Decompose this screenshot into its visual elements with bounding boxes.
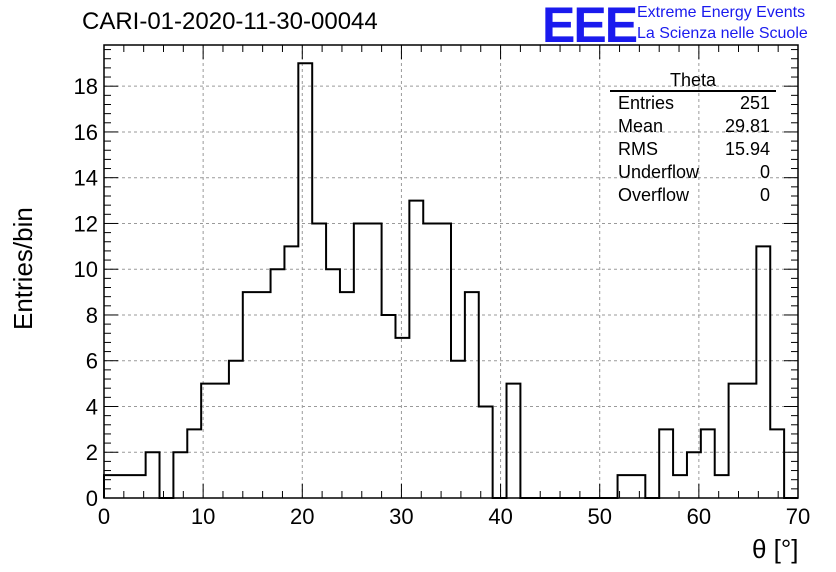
stats-row-underflow: Underflow 0 <box>610 161 776 184</box>
stats-rms-label: RMS <box>618 139 658 159</box>
logo-line-1: Extreme Energy Events <box>637 4 806 21</box>
y-tick-label: 12 <box>74 211 98 236</box>
stats-title: Theta <box>610 70 776 92</box>
chart-title: CARI-01-2020-11-30-00044 <box>82 8 378 35</box>
y-tick-label: 8 <box>86 303 98 328</box>
x-tick-label: 40 <box>488 504 512 529</box>
x-axis-label: θ [°] <box>752 534 799 564</box>
y-tick-label: 4 <box>86 394 98 419</box>
stats-overflow-label: Overflow <box>618 185 690 205</box>
plot-frame <box>103 44 799 499</box>
stats-box: Theta Entries 251 Mean 29.81 RMS 15.94 U… <box>610 70 776 207</box>
x-tick-label: 70 <box>786 504 810 529</box>
y-axis-label: Entries/bin <box>8 207 38 330</box>
y-tick-label: 6 <box>86 349 98 374</box>
stats-entries-value: 251 <box>739 93 770 113</box>
stats-entries-label: Entries <box>618 93 675 113</box>
eee-logo: EEE <box>542 0 638 53</box>
stats-overflow-value: 0 <box>759 185 770 205</box>
y-tick-label: 10 <box>74 257 98 282</box>
y-tick-label: 18 <box>74 74 98 99</box>
x-tick-label: 50 <box>587 504 611 529</box>
stats-mean-value: 29.81 <box>724 116 770 136</box>
y-tick-label: 16 <box>74 120 98 145</box>
stats-underflow-label: Underflow <box>618 162 700 182</box>
y-tick-label: 14 <box>74 166 98 191</box>
y-tick-label: 0 <box>86 486 98 511</box>
x-tick-label: 20 <box>290 504 314 529</box>
x-tick-label: 0 <box>98 504 110 529</box>
x-tick-label: 10 <box>191 504 215 529</box>
stats-row-overflow: Overflow 0 <box>610 184 776 207</box>
stats-row-rms: RMS 15.94 <box>610 138 776 161</box>
x-tick-label: 30 <box>389 504 413 529</box>
stats-mean-label: Mean <box>618 116 664 136</box>
stats-row-entries: Entries 251 <box>610 92 776 115</box>
logo-line-2: La Scienza nelle Scuole <box>637 25 808 42</box>
histogram-outline <box>103 62 798 499</box>
x-tick-label: 60 <box>687 504 711 529</box>
stats-row-mean: Mean 29.81 <box>610 115 776 138</box>
stats-rms-value: 15.94 <box>724 139 770 159</box>
y-tick-label: 2 <box>86 440 98 465</box>
stats-underflow-value: 0 <box>759 162 770 182</box>
